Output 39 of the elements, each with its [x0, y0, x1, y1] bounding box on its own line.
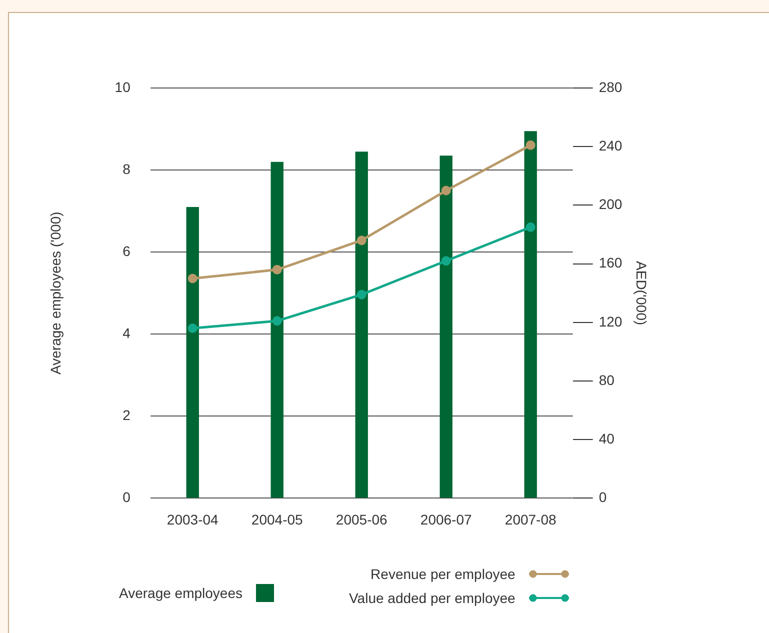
- y-tick-label: 2: [122, 407, 131, 424]
- y2-tick-label: 0: [598, 489, 607, 506]
- y2-tick-label: 240: [598, 137, 622, 154]
- bar: [355, 152, 368, 498]
- x-tick-label: 2005-06: [336, 511, 388, 528]
- legend-label: Average employees: [119, 585, 242, 601]
- point: [441, 186, 451, 196]
- y-tick-label: 4: [122, 324, 131, 341]
- x-tick-label: 2003-04: [166, 511, 219, 528]
- y-tick-label: 8: [122, 160, 131, 177]
- point: [526, 222, 536, 232]
- legend-label: Revenue per employee: [370, 566, 516, 582]
- y-tick-label: 6: [122, 242, 131, 259]
- y-tick-label: 10: [114, 78, 131, 95]
- x-tick-label: 2006-07: [420, 511, 472, 528]
- point: [356, 290, 366, 300]
- y-tick-label: 0: [122, 489, 131, 506]
- point: [272, 316, 282, 326]
- y2-tick-label: 80: [598, 372, 615, 388]
- legend-label: Value added per employee: [349, 590, 516, 606]
- bar: [440, 156, 452, 498]
- point: [356, 236, 366, 246]
- point: [188, 274, 198, 284]
- point: [441, 256, 451, 266]
- bar: [524, 131, 537, 498]
- point: [272, 264, 282, 274]
- y2-tick-label: 280: [598, 78, 622, 95]
- point: [188, 324, 198, 334]
- y-axis-title: Average employees ('000): [47, 212, 64, 374]
- y2-tick-label: 120: [598, 313, 622, 330]
- bar: [186, 206, 199, 498]
- y2-tick-label: 40: [598, 430, 615, 446]
- point: [526, 140, 536, 150]
- bar: [270, 162, 284, 498]
- y2-tick-label: 160: [598, 254, 622, 271]
- y2-axis-title: AED('000): [634, 261, 650, 326]
- x-tick-label: 2004-05: [251, 511, 304, 528]
- y2-tick-label: 200: [598, 196, 622, 212]
- x-tick-label: 2007-08: [504, 511, 556, 528]
